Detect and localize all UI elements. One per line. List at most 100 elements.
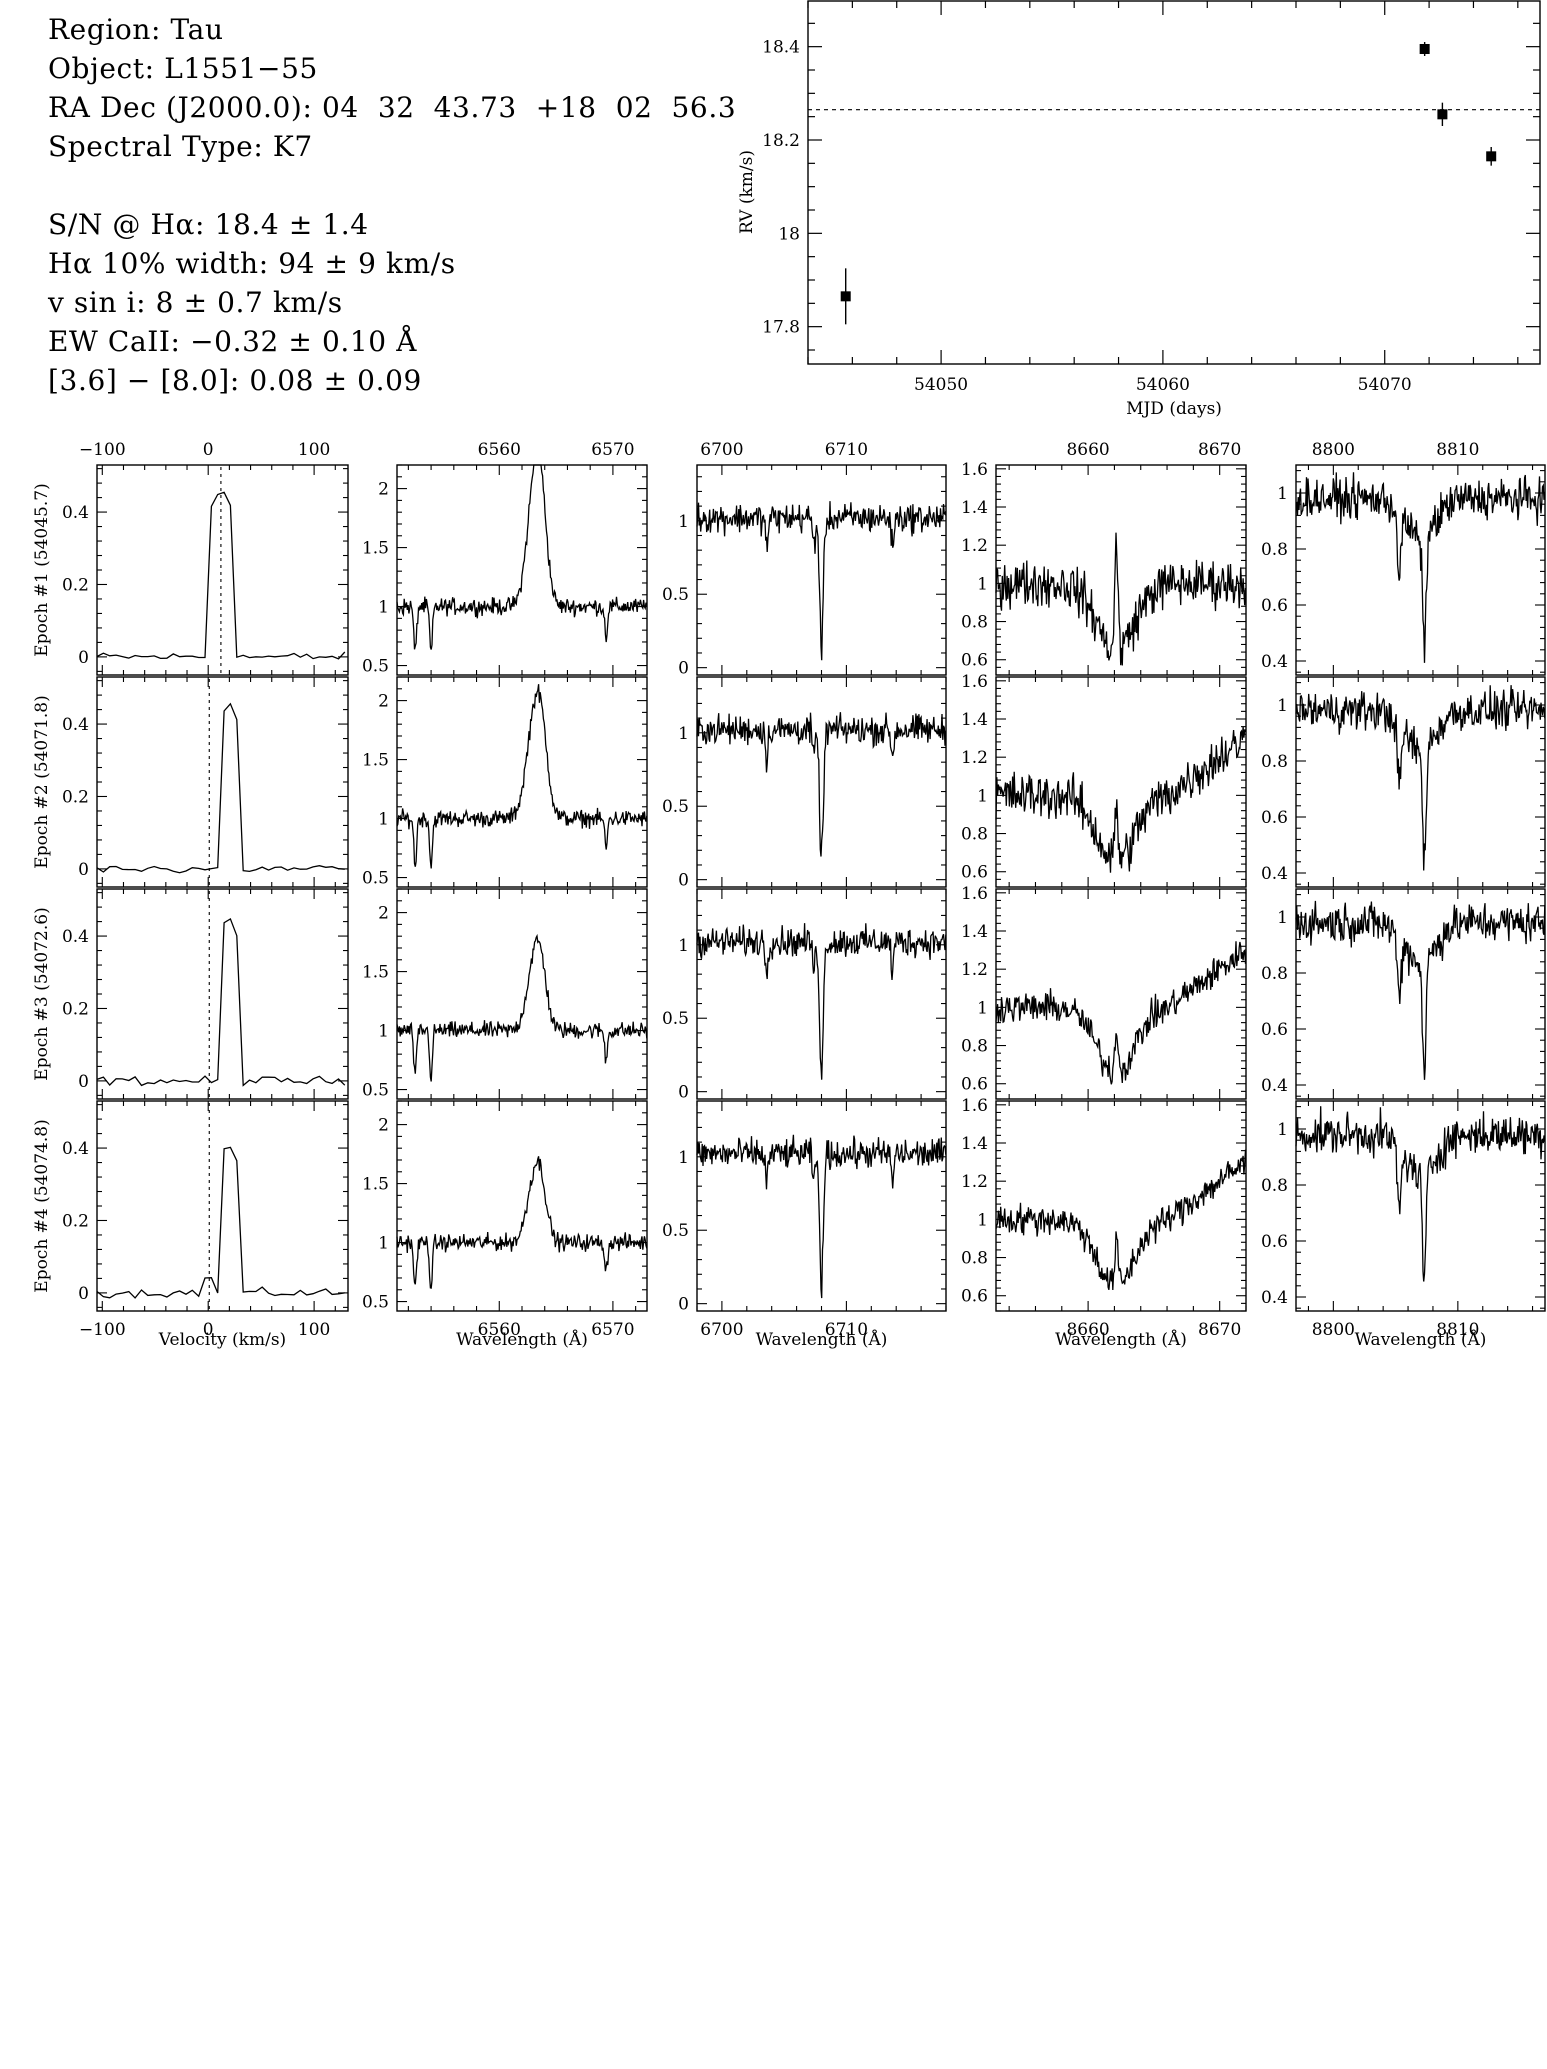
spectrum-trace <box>995 532 1247 666</box>
spectrum-y-tick-label: 2 <box>378 904 389 924</box>
rv-data-point <box>1419 44 1430 54</box>
rv-x-axis-label: MJD (days) <box>1126 399 1222 419</box>
epoch-label: Epoch #3 (54072.6) <box>32 907 52 1080</box>
spectrum-y-tick-label: 1.2 <box>961 536 988 556</box>
spectrum-y-tick-label: 0.2 <box>62 575 89 595</box>
info-coordinates: RA Dec (J2000.0): 04 32 43.73 +18 02 56.… <box>48 91 737 124</box>
spectrum-panel-frame <box>1295 888 1546 1100</box>
spectrum-top-tick-label: 6570 <box>591 440 634 460</box>
spectrum-y-tick-label: 0.8 <box>1261 964 1288 984</box>
epoch-label: Epoch #4 (54074.8) <box>32 1119 52 1292</box>
spectrum-y-tick-label: 0.2 <box>62 1211 89 1231</box>
spectrum-panel-frame <box>1295 1100 1546 1312</box>
rv-y-tick-label: 18 <box>778 224 800 244</box>
star-info-block: Region: Tau Object: L1551−55 RA Dec (J20… <box>48 10 736 400</box>
spectrum-bottom-tick-label: 6700 <box>700 1320 743 1340</box>
spectrum-y-tick-label: 0.4 <box>62 927 89 947</box>
spectrum-y-tick-label: 1 <box>1277 908 1288 928</box>
info-ew-caii: EW CaII: −0.32 ± 0.10 Å <box>48 325 418 358</box>
spectrum-y-tick-label: 1.2 <box>961 748 988 768</box>
spectrum-y-tick-label: 1.2 <box>961 1172 988 1192</box>
rv-data-point <box>840 291 851 302</box>
spectrum-top-tick-label: 6560 <box>478 440 521 460</box>
spectrum-y-tick-label: 0.6 <box>961 1075 988 1095</box>
spectrum-y-tick-label: 0.6 <box>961 863 988 883</box>
spectrum-y-tick-label: 1 <box>678 724 689 744</box>
spectrum-y-tick-label: 0.4 <box>1261 864 1288 884</box>
spectrum-y-tick-label: 0 <box>78 860 89 880</box>
spectrum-y-tick-label: 1 <box>678 512 689 532</box>
rv-plot-frame <box>807 0 1541 365</box>
spectrum-y-tick-label: 0.5 <box>662 585 689 605</box>
spectrum-x-axis-label: Velocity (km/s) <box>158 1330 286 1350</box>
spectrum-y-tick-label: 1.6 <box>961 672 988 692</box>
spectrum-y-tick-label: 0.5 <box>362 869 389 889</box>
spectrum-bottom-tick-label: 8660 <box>1066 1320 1109 1340</box>
spectrum-trace <box>696 923 947 1080</box>
spectrum-y-tick-label: 0 <box>78 1072 89 1092</box>
spectrum-top-tick-label: 8660 <box>1066 440 1109 460</box>
epoch-label: Epoch #1 (54045.7) <box>32 483 52 656</box>
rv-data-point <box>1486 151 1497 162</box>
spectrum-panel-frame <box>995 888 1247 1100</box>
rv-x-tick-label: 54070 <box>1358 375 1412 395</box>
spectrum-y-tick-label: 0.4 <box>62 1139 89 1159</box>
spectrum-trace <box>396 464 648 650</box>
spectrum-y-tick-label: 1 <box>378 810 389 830</box>
info-halpha-width: Hα 10% width: 94 ± 9 km/s <box>48 247 456 280</box>
spectrum-y-tick-label: 0.6 <box>1261 808 1288 828</box>
info-snr: S/N @ Hα: 18.4 ± 1.4 <box>48 208 369 241</box>
spectrum-top-tick-label: 100 <box>298 440 330 460</box>
spectrum-panel-frame <box>96 676 349 888</box>
spectrum-top-tick-label: 8670 <box>1198 440 1241 460</box>
spectrum-bottom-tick-label: 8670 <box>1198 1320 1241 1340</box>
spectrum-y-tick-label: 1 <box>977 1210 988 1230</box>
spectrum-bottom-tick-label: 0 <box>203 1320 214 1340</box>
rv-x-tick-label: 54060 <box>1136 375 1190 395</box>
spectrum-y-tick-label: 1.4 <box>961 922 988 942</box>
spectrum-trace <box>995 941 1247 1085</box>
spectrum-panel-frame <box>96 464 349 676</box>
spectrum-y-tick-label: 2 <box>378 480 389 500</box>
spectrum-y-tick-label: 1 <box>378 598 389 618</box>
spectrum-trace <box>1295 685 1546 871</box>
spectrum-y-tick-label: 0.8 <box>961 1037 988 1057</box>
spectrum-y-tick-label: 0.5 <box>362 1293 389 1313</box>
spectrum-y-tick-label: 1 <box>1277 696 1288 716</box>
spectrum-y-tick-label: 0.8 <box>1261 752 1288 772</box>
spectrum-bottom-tick-label: −100 <box>79 1320 126 1340</box>
spectrum-y-tick-label: 0 <box>78 1284 89 1304</box>
spectrum-y-tick-label: 2 <box>378 692 389 712</box>
rv-y-axis-label: RV (km/s) <box>737 150 757 234</box>
spectrum-y-tick-label: 1 <box>977 786 988 806</box>
spectrum-y-tick-label: 1.2 <box>961 960 988 980</box>
spectrum-y-tick-label: 1 <box>678 936 689 956</box>
spectrum-y-tick-label: 0.6 <box>1261 1232 1288 1252</box>
epoch-label: Epoch #2 (54071.8) <box>32 695 52 868</box>
spectrum-trace <box>995 1149 1247 1291</box>
spectrum-top-tick-label: 6710 <box>825 440 868 460</box>
rv-y-tick-label: 17.8 <box>762 318 800 338</box>
spectrum-trace <box>396 1156 648 1289</box>
spectrum-y-tick-label: 0.4 <box>62 503 89 523</box>
spectrum-y-tick-label: 0.6 <box>961 1287 988 1307</box>
spectrum-y-tick-label: 0.6 <box>1261 596 1288 616</box>
spectrum-top-tick-label: 8800 <box>1312 440 1355 460</box>
spectrum-trace <box>696 1134 947 1299</box>
spectrum-y-tick-label: 1 <box>378 1234 389 1254</box>
spectrum-panel-frame <box>396 676 648 888</box>
spectrum-y-tick-label: 0.6 <box>1261 1020 1288 1040</box>
info-region: Region: Tau <box>48 13 224 46</box>
spectrum-panel-frame <box>396 464 648 676</box>
spectrum-y-tick-label: 1.5 <box>362 539 389 559</box>
spectrum-y-tick-label: 0.4 <box>1261 1288 1288 1308</box>
spectrum-top-tick-label: 6700 <box>700 440 743 460</box>
spectrum-bottom-tick-label: 6560 <box>478 1320 521 1340</box>
spectrum-y-tick-label: 0.4 <box>1261 1076 1288 1096</box>
spectrum-bottom-tick-label: 8800 <box>1312 1320 1355 1340</box>
spectrum-y-tick-label: 2 <box>378 1116 389 1136</box>
spectrum-panel-frame <box>1295 464 1546 676</box>
spectrum-y-tick-label: 0.8 <box>961 613 988 633</box>
spectrum-y-tick-label: 0.8 <box>1261 540 1288 560</box>
